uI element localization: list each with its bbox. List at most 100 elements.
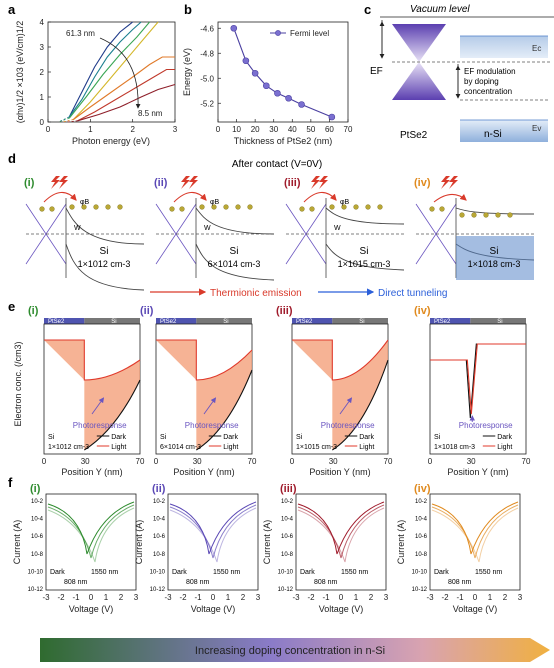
conc-plot-1-si-text: Si xyxy=(111,319,116,325)
band-diagram-3-electron-1 xyxy=(341,204,347,210)
conc-plot-2-frame xyxy=(155,323,253,455)
iv-plot-1-frame xyxy=(45,493,137,591)
iv-plot-3-frame xyxy=(295,493,387,591)
iv-plot-1-legend-dark: Dark xyxy=(50,569,65,576)
conc-plot-3-legend-light: Light xyxy=(359,444,374,451)
panel-d-title: After contact (V=0V) xyxy=(232,159,322,170)
iv-plot-2-xtick-6: 3 xyxy=(256,593,261,602)
ec-label: Ec xyxy=(532,44,541,53)
conc-plot-2-conc: 6×1014 cm-3 xyxy=(160,444,201,451)
conc-plot-3-si: Si xyxy=(296,434,303,441)
band-diagram-4: (iv) Si 1×1018 cm-3 xyxy=(414,176,535,280)
panel-b-ticks: 0 10 20 30 40 50 60 70 -4.6 -4.8 -5.0 -5.2 xyxy=(200,24,353,134)
panel-b-ytick-label-0: -4.6 xyxy=(200,24,214,33)
iv-plot-2-ytick-5: 10-12 xyxy=(150,587,166,593)
conc-plot-4-xtick-1: 30 xyxy=(467,457,476,466)
conc-plot-3-number: (iii) xyxy=(276,305,293,317)
iv-plot-2-xtick-0: -3 xyxy=(164,593,172,602)
conc-plot-2-legend-light: Light xyxy=(223,444,238,451)
panel-b-xtick-label-2: 20 xyxy=(251,125,260,134)
band-diagram-3-electron-4 xyxy=(377,204,383,210)
iv-plot-1-ytick-5: 10-12 xyxy=(28,587,44,593)
panel-b-point-0 xyxy=(230,24,238,32)
panel-a: a 0 1 2 3 0 1 2 3 4 Photon energy (eV) (αhν)1/2 … xyxy=(8,2,178,146)
iv-plot-4-xtick-0: -3 xyxy=(426,593,434,602)
iv-plot-3-legend-808: 808 nm xyxy=(314,579,338,586)
iv-plot-4-xlabel: Voltage (V) xyxy=(453,604,498,614)
panel-d: d After contact (V=0V) (i) φB W Si 1×1012 cm… xyxy=(8,151,535,299)
panel-b-ytick-label-1: -4.8 xyxy=(200,49,214,58)
iv-plot-1-ytick-1: 10-4 xyxy=(31,517,44,523)
conc-plot-1-conc: 1×1012 cm-3 xyxy=(48,444,89,451)
panel-b-xtick-label-7: 70 xyxy=(344,125,353,134)
panel-e-label: e xyxy=(8,299,15,314)
band-diagram-2-vb xyxy=(195,243,275,281)
conc-plot-3-photo-area xyxy=(292,340,388,450)
conc-plot-1-xtick-2: 70 xyxy=(136,457,145,466)
iv-plot-1-ytick-3: 10-8 xyxy=(31,552,44,558)
iv-plot-3-xtick-2: -1 xyxy=(322,593,330,602)
band-diagram-3-si: Si xyxy=(360,246,369,257)
panel-b-frame xyxy=(217,21,349,123)
panel-e: e Electron conc. (/cm3) (i) PtSe2 Si Photor… xyxy=(8,299,531,477)
iv-plot-1-xtick-5: 2 xyxy=(119,593,124,602)
band-diagram-4-conc: 1×1018 cm-3 xyxy=(468,259,521,269)
band-diagram-4-arrow xyxy=(433,193,467,203)
panel-a-ytick-label-2: 2 xyxy=(40,68,45,77)
iv-plot-2-ytick-2: 10-6 xyxy=(153,534,166,540)
panel-b-xtick-label-3: 30 xyxy=(269,125,278,134)
iv-plot-2-xtick-5: 2 xyxy=(241,593,246,602)
conc-plot-2-xtick-2: 70 xyxy=(248,457,257,466)
iv-plot-1-xlabel: Voltage (V) xyxy=(69,604,114,614)
panel-b-point-4 xyxy=(274,89,281,97)
band-diagram-3-electron-3 xyxy=(365,204,371,210)
band-diagram-3-number: (iii) xyxy=(284,177,301,189)
iv-plot-4-ytick-2: 10-6 xyxy=(415,534,428,540)
panel-b-xlabel: Thickness of PtSe2 (nm) xyxy=(234,136,333,146)
panel-a-extrapolation-6 xyxy=(67,120,78,123)
band-diagram-4-hot-electron-1 xyxy=(439,206,445,212)
conc-plot-4-dark-line xyxy=(430,343,526,419)
panel-a-ytick-label-4: 4 xyxy=(40,18,45,27)
band-diagram-3-w: W xyxy=(334,225,341,232)
conc-plot-1-legend-light: Light xyxy=(111,444,126,451)
band-diagram-3-electron-0 xyxy=(329,204,335,210)
panel-b-point-5 xyxy=(285,94,292,102)
iv-plot-1-legend-808: 808 nm xyxy=(64,579,88,586)
conc-plot-3-legend-dark: Dark xyxy=(359,434,374,441)
conc-plot-1-ptse2-bar xyxy=(44,318,85,324)
panel-b: b 0 10 20 30 40 50 60 70 -4.6 -4.8 -5.0 -5.2 Thickn… xyxy=(182,2,353,146)
iv-plot-2-xtick-1: -2 xyxy=(179,593,187,602)
conc-plot-4-ptse2-text: PtSe2 xyxy=(434,319,451,325)
iv-plot-4-legend-808: 808 nm xyxy=(448,579,472,586)
conc-plot-2-dark-line xyxy=(196,369,253,451)
conc-plot-1-photo-label: Photoresponse xyxy=(73,421,127,430)
band-diagram-1-hot-electron-0 xyxy=(39,206,45,212)
panel-f-label: f xyxy=(8,475,13,490)
ef-modulation-line1: EF modulation xyxy=(464,67,516,76)
panel-b-fermi-line xyxy=(233,28,333,118)
iv-plot-2-xtick-2: -1 xyxy=(194,593,202,602)
band-diagram-1-phi: φB xyxy=(80,199,90,206)
band-diagram-3-hot-electron-0 xyxy=(299,206,305,212)
iv-plot-1-number: (i) xyxy=(30,483,41,495)
iv-plot-2-xtick-3: 0 xyxy=(211,593,216,602)
iv-plot-2-legend-808: 808 nm xyxy=(186,579,210,586)
conc-plot-1-xtick-1: 30 xyxy=(81,457,90,466)
ef-label: EF xyxy=(370,66,383,77)
band-diagram-3-light-icon xyxy=(311,176,320,189)
iv-plot-4-xtick-2: -1 xyxy=(456,593,464,602)
panel-b-xtick-label-0: 0 xyxy=(216,125,221,134)
panel-b-point-3 xyxy=(262,82,270,90)
conc-plot-3-si-bar xyxy=(332,318,388,324)
iv-plot-1-legend-1550: 1550 nm xyxy=(91,569,118,576)
iv-plot-4-legend-1550: 1550 nm xyxy=(475,569,502,576)
band-diagram-4-electron-2 xyxy=(483,212,489,218)
conc-plot-4-number: (iv) xyxy=(414,305,431,317)
band-diagram-2-electron-3 xyxy=(235,204,241,210)
conc-plot-2-ptse2-text: PtSe2 xyxy=(160,319,177,325)
iv-plot-1-xtick-0: -3 xyxy=(42,593,50,602)
iv-plot-3-curve-0 xyxy=(297,501,385,555)
